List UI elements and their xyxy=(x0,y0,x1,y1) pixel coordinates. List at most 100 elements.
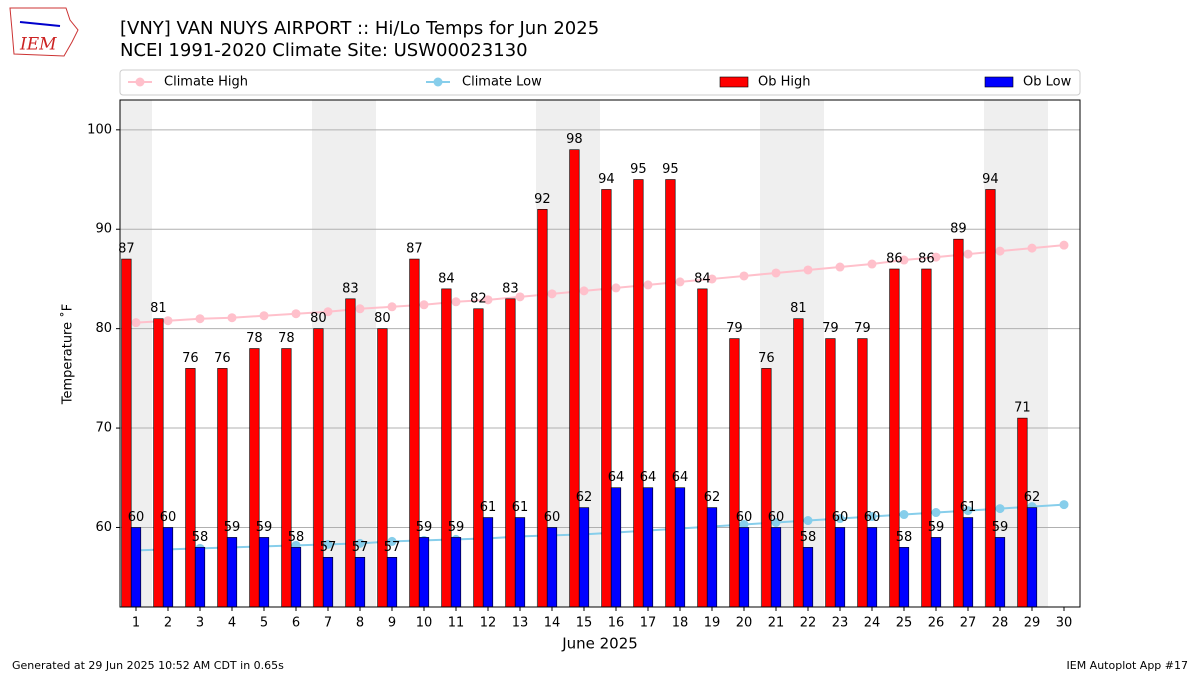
point xyxy=(195,314,205,324)
line xyxy=(135,244,1065,324)
bar xyxy=(697,288,708,608)
x-tick-label: 11 xyxy=(448,616,465,631)
footer-right: IEM Autoplot App #17 xyxy=(1067,659,1189,672)
point xyxy=(163,316,173,326)
legend-swatch xyxy=(719,76,749,88)
legend-label: Ob Low xyxy=(1023,75,1072,90)
point xyxy=(259,311,269,321)
x-tick-label: 9 xyxy=(388,616,396,631)
legend-label: Climate Low xyxy=(462,75,542,90)
logo: IEM xyxy=(9,7,79,57)
point xyxy=(387,302,397,312)
data-label: 57 xyxy=(352,540,369,555)
data-label: 59 xyxy=(224,520,241,535)
bar xyxy=(610,487,622,608)
data-label: 61 xyxy=(960,500,977,515)
bar xyxy=(1026,507,1038,608)
point xyxy=(963,506,973,516)
bar xyxy=(578,507,590,608)
data-label: 95 xyxy=(630,162,647,177)
bar xyxy=(281,348,292,608)
point xyxy=(899,255,909,265)
data-label: 84 xyxy=(438,271,455,286)
data-label: 81 xyxy=(150,301,167,316)
x-axis-label: June 2025 xyxy=(561,635,638,653)
bar xyxy=(505,298,516,608)
point xyxy=(387,536,397,546)
bar xyxy=(386,556,398,608)
bar xyxy=(962,517,974,608)
bar xyxy=(889,268,900,608)
x-tick-label: 15 xyxy=(576,616,593,631)
x-tick-label: 22 xyxy=(800,616,817,631)
data-label: 94 xyxy=(982,172,999,187)
bar xyxy=(409,258,420,608)
data-label: 82 xyxy=(470,291,487,306)
bar xyxy=(738,527,750,608)
y-axis-label: Temperature ˚F xyxy=(60,304,76,405)
data-label: 60 xyxy=(544,510,561,525)
point xyxy=(355,538,365,548)
bar xyxy=(322,556,334,608)
data-label: 86 xyxy=(886,252,903,267)
point xyxy=(771,268,781,278)
point xyxy=(131,318,141,328)
bar xyxy=(258,537,270,608)
data-label: 59 xyxy=(992,520,1009,535)
bar xyxy=(290,547,302,608)
bar xyxy=(921,268,932,608)
bar xyxy=(162,527,174,608)
data-label: 81 xyxy=(790,301,807,316)
plot-frame xyxy=(119,99,1081,608)
point xyxy=(867,259,877,269)
data-label: 80 xyxy=(374,311,391,326)
bar xyxy=(377,328,388,608)
point xyxy=(931,252,941,262)
point xyxy=(323,539,333,549)
data-label: 84 xyxy=(694,271,711,286)
x-tick-label: 23 xyxy=(832,616,849,631)
data-label: 62 xyxy=(1024,490,1041,505)
x-tick-label: 16 xyxy=(608,616,625,631)
bar xyxy=(249,348,260,608)
data-label: 76 xyxy=(758,351,775,366)
x-tick-label: 13 xyxy=(512,616,529,631)
x-tick-label: 18 xyxy=(672,616,689,631)
bar xyxy=(898,547,910,608)
x-tick-label: 25 xyxy=(896,616,913,631)
data-label: 87 xyxy=(118,242,135,257)
x-tick-label: 5 xyxy=(260,616,268,631)
data-label: 61 xyxy=(480,500,497,515)
legend-label: Climate High xyxy=(164,75,248,90)
y-tick-label: 60 xyxy=(95,520,112,535)
bar xyxy=(665,179,676,608)
point xyxy=(707,274,717,284)
point xyxy=(963,249,973,259)
bar xyxy=(226,537,238,608)
bar xyxy=(546,527,558,608)
point xyxy=(1027,243,1037,253)
point xyxy=(995,246,1005,256)
data-label: 83 xyxy=(342,281,359,296)
bar xyxy=(834,527,846,608)
point xyxy=(515,292,525,302)
bar xyxy=(857,338,868,608)
data-label: 62 xyxy=(704,490,721,505)
legend-box xyxy=(119,69,1081,96)
x-tick-label: 1 xyxy=(132,616,140,631)
bar xyxy=(825,338,836,608)
data-label: 60 xyxy=(832,510,849,525)
bar xyxy=(514,517,526,608)
data-label: 62 xyxy=(576,490,593,505)
data-label: 57 xyxy=(384,540,401,555)
x-tick-label: 12 xyxy=(480,616,497,631)
data-label: 59 xyxy=(448,520,465,535)
data-label: 59 xyxy=(256,520,273,535)
data-label: 94 xyxy=(598,172,615,187)
point xyxy=(1059,240,1069,250)
legend-swatch xyxy=(984,76,1014,88)
data-label: 76 xyxy=(182,351,199,366)
x-tick-label: 29 xyxy=(1024,616,1041,631)
bar xyxy=(761,368,772,608)
